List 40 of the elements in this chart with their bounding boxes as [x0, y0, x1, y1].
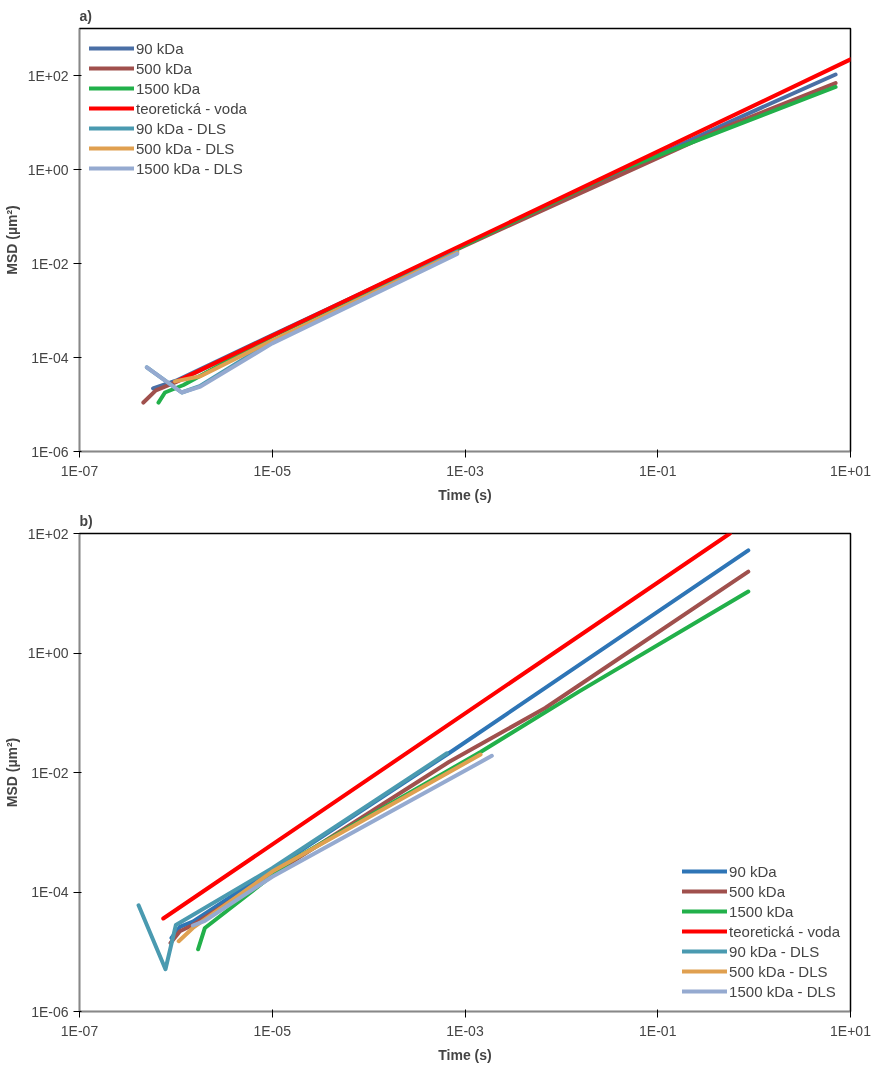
x-axis-title: Time (s)	[438, 486, 492, 503]
x-tick-label: 1E-07	[60, 462, 99, 479]
x-tick-label: 1E-05	[253, 462, 292, 479]
y-tick-label: 1E-04	[31, 884, 69, 900]
legend-label: 1500 kDa	[729, 902, 794, 920]
x-tick-label: 1E-03	[446, 1022, 484, 1039]
legend-label: 500 kDa	[136, 59, 192, 77]
legend-label: teoretická - voda	[729, 922, 840, 940]
y-tick-label: 1E+00	[27, 645, 69, 661]
x-axis-title: Time (s)	[438, 1046, 492, 1063]
legend-label: 90 kDa - DLS	[136, 119, 227, 137]
y-tick-label: 1E-06	[31, 443, 69, 460]
legend-label: 90 kDa	[729, 862, 777, 880]
y-axis-title: MSD (µm²)	[3, 205, 20, 275]
x-tick-label: 1E-03	[446, 462, 484, 479]
y-tick-label: 1E+00	[27, 161, 69, 178]
legend-label: 1500 kDa - DLS	[729, 982, 836, 1000]
x-tick-label: 1E-01	[639, 1022, 677, 1039]
x-tick-label: 1E-07	[60, 1022, 99, 1039]
chart-title: b)	[79, 512, 93, 529]
y-axis-title: MSD (µm²)	[3, 737, 20, 808]
y-tick-label: 1E-04	[31, 349, 69, 366]
y-tick-label: 1E+02	[27, 67, 69, 84]
x-tick-label: 1E-05	[253, 1022, 292, 1039]
legend-label: 500 kDa - DLS	[729, 962, 828, 980]
x-tick-label: 1E-01	[639, 462, 677, 479]
legend-label: 90 kDa	[136, 39, 184, 57]
y-tick-label: 1E+02	[27, 525, 69, 542]
legend-label: 1500 kDa - DLS	[136, 159, 243, 177]
y-tick-label: 1E-02	[31, 255, 69, 272]
x-tick-label: 1E+01	[830, 462, 872, 479]
chart-title: a)	[79, 7, 92, 24]
legend-label: 500 kDa - DLS	[136, 139, 235, 157]
legend-label: 90 kDa - DLS	[729, 942, 820, 960]
y-tick-label: 1E-06	[31, 1003, 69, 1020]
legend-label: 1500 kDa	[136, 79, 201, 97]
legend-label: teoretická - voda	[136, 99, 247, 117]
x-tick-label: 1E+01	[830, 1022, 872, 1039]
y-tick-label: 1E-02	[31, 764, 69, 781]
legend-label: 500 kDa	[729, 882, 785, 900]
